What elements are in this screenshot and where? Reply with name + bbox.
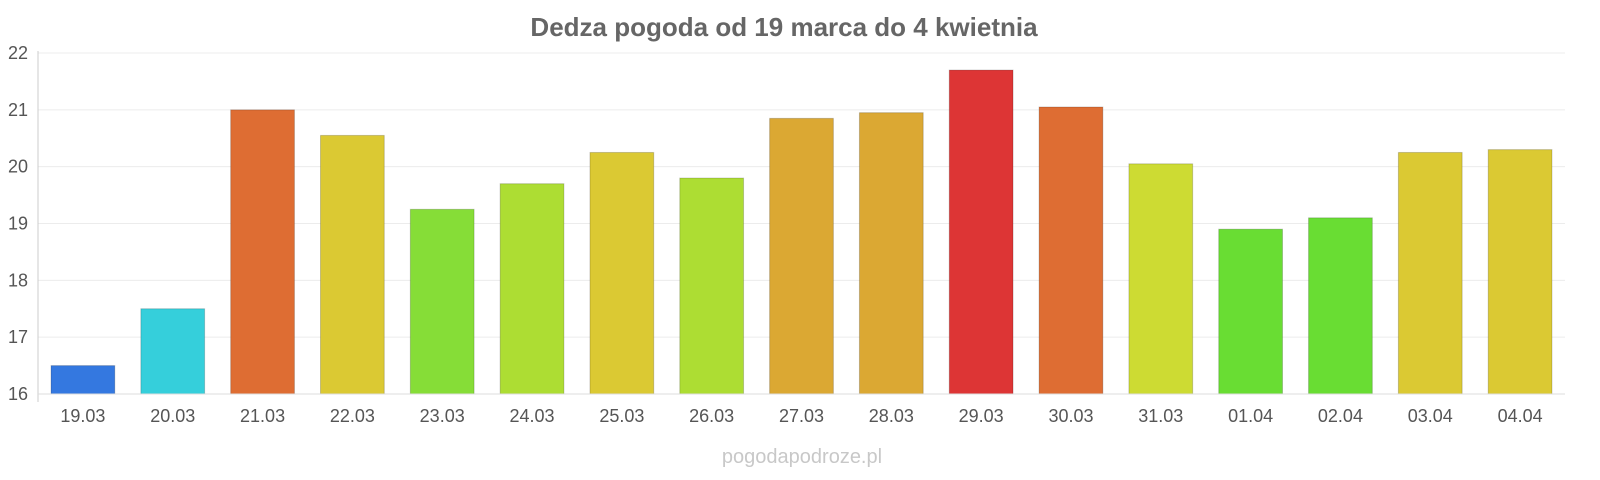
bar-24.03 [499, 183, 565, 395]
bar-26.03 [679, 177, 745, 395]
bar-27.03 [769, 117, 834, 395]
x-tick-label: 04.04 [1498, 406, 1543, 426]
x-tick-label: 26.03 [689, 406, 734, 426]
x-tick-label: 29.03 [959, 406, 1004, 426]
y-tick-label: 18 [8, 270, 28, 290]
y-tick-label: 21 [8, 100, 28, 120]
bar-25.03 [589, 151, 655, 395]
bar-19.03 [50, 365, 116, 395]
x-tick-label: 24.03 [510, 406, 555, 426]
x-tick-label: 19.03 [60, 406, 105, 426]
x-tick-label: 28.03 [869, 406, 914, 426]
bar-29.03 [948, 69, 1014, 395]
y-axis: 16 17 18 19 20 21 22 [8, 43, 39, 404]
bar-04.04 [1487, 149, 1553, 395]
y-tick-label: 19 [8, 214, 28, 234]
bar-01.04 [1218, 228, 1284, 395]
y-tick-label: 17 [8, 327, 28, 347]
bar-21.03 [230, 109, 295, 395]
y-tick-label: 22 [8, 43, 28, 63]
x-tick-label: 23.03 [420, 406, 465, 426]
bar-20.03 [140, 308, 206, 395]
x-tick-label: 22.03 [330, 406, 375, 426]
x-tick-label: 30.03 [1048, 406, 1093, 426]
x-tick-label: 21.03 [240, 406, 285, 426]
y-tick-label: 16 [8, 384, 28, 404]
x-axis: 19.03 20.03 21.03 22.03 23.03 24.03 25.03 26.03… [38, 393, 1565, 426]
bar-22.03 [319, 134, 385, 395]
bar-03.04 [1397, 151, 1463, 395]
x-tick-label: 31.03 [1138, 406, 1183, 426]
x-tick-label: 20.03 [150, 406, 195, 426]
bar-02.04 [1308, 217, 1373, 395]
x-tick-label: 27.03 [779, 406, 824, 426]
bar-28.03 [858, 112, 924, 395]
chart-title: Dedza pogoda od 19 marca do 4 kwietnia [530, 12, 1038, 42]
bar-30.03 [1038, 106, 1104, 395]
x-tick-label: 02.04 [1318, 406, 1363, 426]
x-tick-label: 25.03 [599, 406, 644, 426]
bars [50, 69, 1553, 395]
x-tick-label: 01.04 [1228, 406, 1273, 426]
watermark-text: pogodapodroze.pl [722, 446, 882, 468]
bar-23.03 [409, 208, 475, 395]
y-tick-label: 20 [8, 157, 28, 177]
bar-31.03 [1128, 163, 1194, 395]
x-tick-label: 03.04 [1408, 406, 1453, 426]
